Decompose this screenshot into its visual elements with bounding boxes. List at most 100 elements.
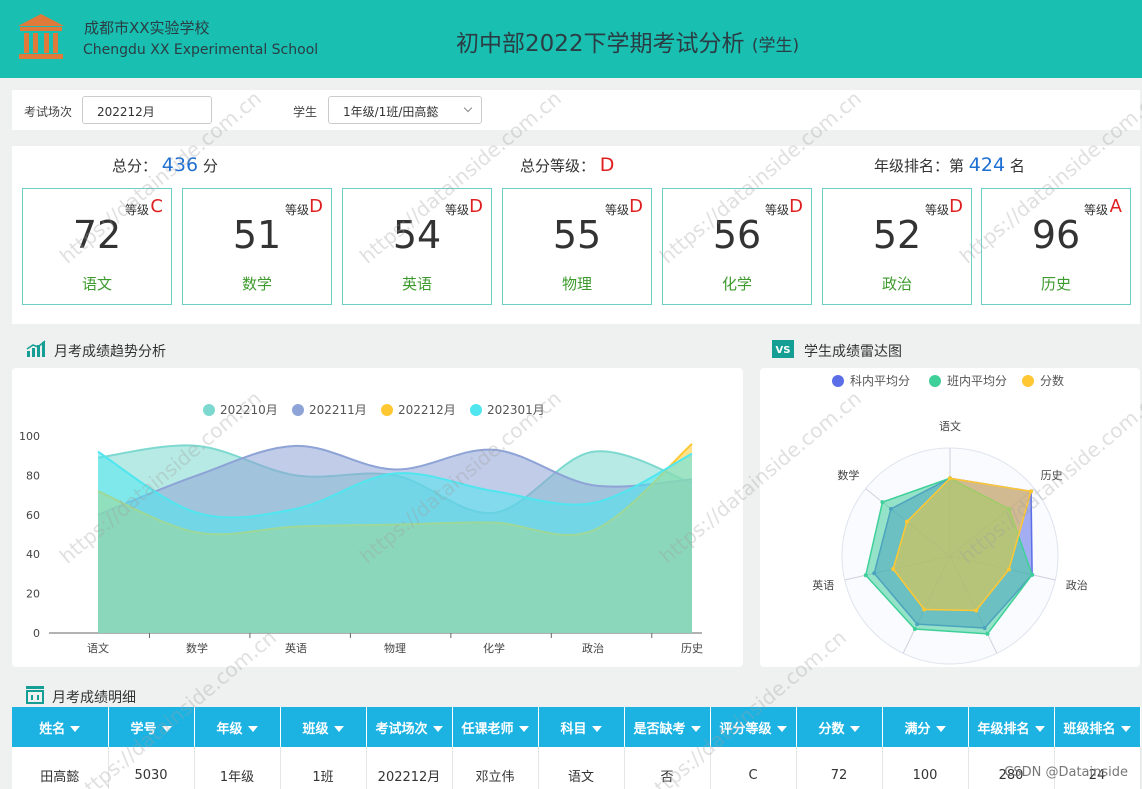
table-header-row: 姓名 学号 年级 班级 考试场次 任课老师 科目 是否缺考 评分等级 分数 满分…	[12, 707, 1141, 747]
radar-section-title: 学生成绩雷达图	[804, 344, 902, 360]
legend-label: 202212月	[398, 403, 456, 417]
y-tick-label: 40	[26, 548, 40, 561]
grade-value: D	[789, 196, 803, 217]
score-detail-table: 姓名 学号 年级 班级 考试场次 任课老师 科目 是否缺考 评分等级 分数 满分…	[12, 707, 1141, 789]
grade-label: 等级	[924, 203, 949, 217]
school-logo-icon	[18, 14, 64, 59]
radar-indicator-label: 物理	[883, 666, 905, 667]
legend-swatch	[1022, 375, 1034, 387]
radar-indicator-label: 政治	[1066, 578, 1088, 592]
caret-down-icon	[161, 726, 172, 732]
series-area	[98, 451, 692, 633]
caret-down-icon	[591, 726, 602, 732]
column-header-class[interactable]: 班级	[280, 707, 367, 747]
subject-card: 等级 A 96 历史	[981, 188, 1131, 305]
table-icon	[26, 686, 44, 704]
subject-card: 等级 D 55 物理	[502, 188, 652, 305]
grade-value: D	[949, 196, 963, 217]
grade-rank: 年级排名：第 424 名	[874, 154, 1025, 176]
table-cell: 1班	[280, 747, 367, 789]
legend-label: 科内平均分	[850, 374, 910, 388]
column-header-grade[interactable]: 年级	[194, 707, 281, 747]
column-header-level[interactable]: 评分等级	[710, 707, 797, 747]
grade-label: 等级	[764, 203, 789, 217]
column-header-class-rank[interactable]: 班级排名	[1054, 707, 1141, 747]
caret-down-icon	[849, 726, 860, 732]
radar-point	[912, 626, 917, 631]
y-tick-label: 60	[26, 509, 40, 522]
subject-card: 等级 C 72 语文	[22, 188, 172, 305]
y-tick-label: 20	[26, 588, 40, 601]
column-header-absent[interactable]: 是否缺考	[624, 707, 711, 747]
detail-section-title: 月考成绩明细	[52, 690, 136, 706]
caret-down-icon	[1120, 726, 1131, 732]
exam-filter-label: 考试场次	[24, 105, 73, 119]
chevron-down-icon	[463, 103, 473, 113]
column-header-subject[interactable]: 科目	[538, 707, 625, 747]
table-cell: 100	[882, 747, 969, 789]
column-header-name[interactable]: 姓名	[12, 707, 109, 747]
column-header-score[interactable]: 分数	[796, 707, 883, 747]
column-header-grade-rank[interactable]: 年级排名	[968, 707, 1055, 747]
grade-value: A	[1109, 196, 1122, 217]
legend-label: 202301月	[487, 403, 545, 417]
table-row: 田高懿 5030 1年级 1班 202212月 邓立伟 语文 否 C 72 10…	[12, 747, 1141, 789]
caret-down-icon	[333, 726, 344, 732]
table-cell: 否	[624, 747, 711, 789]
radar-indicator-label: 历史	[1041, 469, 1063, 482]
student-filter-select[interactable]: 1年级/1班/田高懿	[328, 96, 482, 124]
radar-point	[974, 608, 979, 613]
legend-label: 分数	[1040, 373, 1064, 388]
column-header-teacher[interactable]: 任课老师	[452, 707, 539, 747]
legend-swatch	[381, 404, 393, 416]
grade-rank-value: 424	[968, 154, 1006, 176]
trend-area-chart: 202210月 202211月 202212月 202301月 0 20 40 60 80 100…	[19, 403, 703, 655]
radar-indicator-label: 语文	[939, 419, 961, 433]
series-line	[97, 450, 693, 519]
trend-chart-icon	[26, 340, 46, 357]
grade-label: 等级	[124, 203, 149, 217]
page-title-main: 初中部2022下学期考试分析	[456, 31, 745, 57]
subject-name: 政治	[881, 275, 912, 293]
subject-name: 数学	[241, 275, 272, 293]
legend-swatch	[470, 404, 482, 416]
filter-bar: 考试场次 202212月 学生 1年级/1班/田高懿	[12, 90, 1140, 130]
grade-value: D	[469, 196, 483, 217]
x-tick-label: 历史	[681, 642, 703, 655]
x-tick-label: 物理	[384, 641, 406, 655]
column-header-student-id[interactable]: 学号	[108, 707, 195, 747]
legend-swatch	[832, 375, 844, 387]
table-cell: 田高懿	[12, 747, 109, 789]
x-tick-label: 英语	[285, 641, 307, 655]
score-radar-chart: 科内平均分 班内平均分 分数语文历史政治化学 物理 英语 数学	[812, 373, 1088, 680]
subject-score: 51	[232, 213, 282, 257]
x-tick-label: 语文	[87, 641, 109, 655]
radar-point	[880, 500, 885, 505]
caret-down-icon	[247, 726, 258, 732]
radar-point	[891, 566, 896, 571]
caret-down-icon	[70, 726, 81, 732]
svg-text:VS: VS	[776, 345, 791, 356]
radar-point	[1006, 567, 1011, 572]
grade-value: C	[150, 196, 163, 217]
grade-label: 等级	[1083, 203, 1108, 217]
page-header: 成都市XX实验学校 Chengdu XX Experimental School…	[0, 0, 1142, 78]
radar-indicator-label: 化学	[995, 666, 1017, 667]
grade-value: D	[309, 196, 323, 217]
table-cell: 邓立伟	[452, 747, 539, 789]
school-name-en: Chengdu XX Experimental School	[83, 42, 319, 58]
exam-filter-select[interactable]: 202212月	[82, 96, 212, 124]
y-tick-label: 100	[19, 430, 40, 443]
radar-point	[863, 573, 868, 578]
subject-score: 96	[1031, 213, 1081, 257]
total-grade-label: 总分等级：	[520, 157, 596, 175]
subject-name: 语文	[81, 275, 112, 293]
column-header-full-score[interactable]: 满分	[882, 707, 969, 747]
grade-rank-label: 年级排名：第	[874, 157, 965, 175]
exam-filter-value: 202212月	[97, 105, 155, 119]
grade-value: D	[629, 196, 643, 217]
column-header-exam[interactable]: 考试场次	[366, 707, 453, 747]
subject-name: 历史	[1040, 275, 1071, 293]
table-cell: 280	[968, 747, 1055, 789]
total-score-label: 总分：	[112, 157, 158, 175]
